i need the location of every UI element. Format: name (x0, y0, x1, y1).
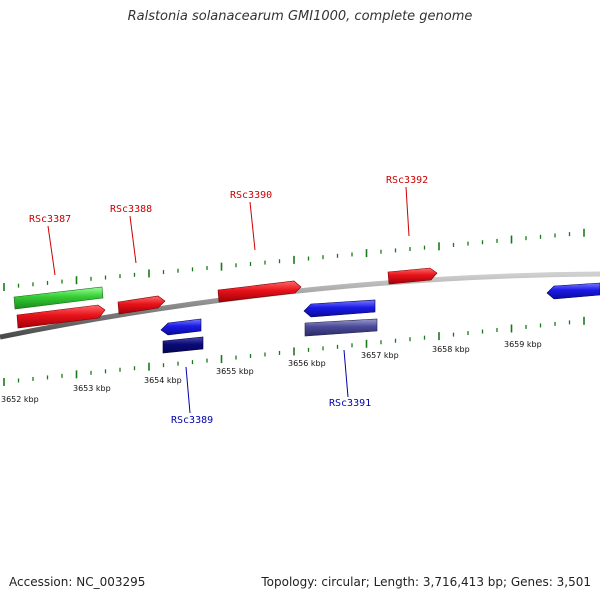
kbp-label: 3658 kbp (432, 345, 470, 354)
kbp-label: 3659 kbp (504, 340, 542, 349)
gene-rsc3388[interactable] (117, 295, 166, 315)
gene-label-rsc3392: RSc3392 (386, 175, 428, 186)
kbp-label: 3655 kbp (216, 367, 254, 376)
gene-rsc3391[interactable] (303, 299, 376, 318)
reverse-genes (160, 282, 600, 354)
label-leaders (47, 186, 410, 414)
kbp-label: 3656 kbp (288, 359, 326, 368)
gene-labels: RSc3387 RSc3388 RSc3390 RSc3392 RSc3389 … (29, 175, 428, 426)
green-feature[interactable] (13, 286, 104, 310)
kbp-label: 3652 kbp (1, 395, 39, 404)
gene-edge-reverse[interactable] (546, 282, 600, 300)
dark-blue-feature[interactable] (162, 336, 204, 354)
kbp-label: 3654 kbp (144, 376, 182, 385)
accession-text: Accession: NC_003295 (9, 575, 146, 589)
genome-backbone (0, 271, 600, 340)
gene-rsc3389[interactable] (160, 318, 202, 336)
forward-strand-ticks (3, 228, 585, 291)
forward-genes (13, 267, 438, 329)
kbp-scale: 3652 kbp 3653 kbp 3654 kbp 3655 kbp 3656… (1, 340, 542, 404)
kbp-label: 3657 kbp (361, 351, 399, 360)
gene-rsc3387[interactable] (16, 304, 106, 329)
gene-label-rsc3391: RSc3391 (329, 398, 371, 409)
gene-rsc3390[interactable] (217, 280, 302, 303)
reverse-strand-ticks (3, 316, 585, 386)
gene-label-rsc3390: RSc3390 (230, 190, 272, 201)
kbp-label: 3653 kbp (73, 384, 111, 393)
gene-rsc3392[interactable] (387, 267, 438, 285)
gene-label-rsc3387: RSc3387 (29, 214, 71, 225)
gene-label-rsc3388: RSc3388 (110, 204, 152, 215)
purple-feature[interactable] (304, 318, 378, 337)
genome-summary-text: Topology: circular; Length: 3,716,413 bp… (261, 575, 591, 589)
page-title: Ralstonia solanacearum GMI1000, complete… (127, 9, 473, 24)
gene-label-rsc3389: RSc3389 (171, 415, 213, 426)
